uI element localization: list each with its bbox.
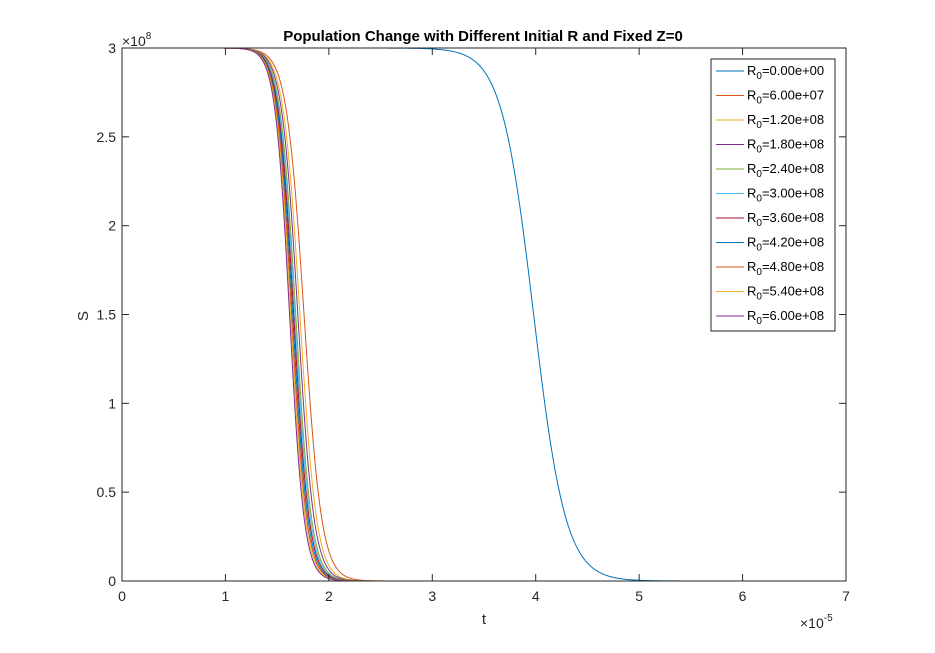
x-axis-exponent-power: -5 [824,613,833,624]
x-axis-exponent: ×10-5 [800,613,833,631]
x-tick-label: 2 [325,588,333,604]
legend-entry-subscript: 0 [756,194,762,205]
legend-entry-subscript: 0 [756,145,762,156]
y-axis-exponent-power: 8 [146,31,152,42]
legend-entry-name: R [747,186,756,201]
x-tick-label: 1 [222,588,230,604]
legend-entry-value: =4.80e+08 [762,259,824,274]
legend-entry-subscript: 0 [756,96,762,107]
x-tick-label: 3 [428,588,436,604]
x-axis-label: t [482,611,487,628]
legend-entry-name: R [747,112,756,127]
x-tick-label: 6 [739,588,747,604]
legend-entry-name: R [747,284,756,299]
legend-entry-subscript: 0 [756,267,762,278]
legend-entry-value: =4.20e+08 [762,235,824,250]
legend-entry-value: =3.60e+08 [762,210,824,225]
legend-entry-subscript: 0 [756,120,762,131]
legend-entry-name: R [747,63,756,78]
legend-entry: R0=3.60e+08 [747,210,824,229]
x-tick-label: 4 [532,588,540,604]
x-tick-label: 0 [118,588,126,604]
legend-entry: R0=4.80e+08 [747,259,824,278]
legend-entry-name: R [747,259,756,274]
legend-entry-name: R [747,88,756,103]
y-tick-label: 3 [108,40,116,56]
legend-entry-subscript: 0 [756,316,762,327]
legend-entry-name: R [747,161,756,176]
legend-entry-value: =3.00e+08 [762,186,824,201]
y-tick-label: 0 [108,573,116,589]
legend-entry-subscript: 0 [756,292,762,303]
x-axis-ticks: 0 1 2 3 4 5 6 7 [118,48,850,604]
y-axis-exponent-base: ×10 [122,33,146,49]
legend-entry-name: R [747,308,756,323]
legend-entry-value: =0.00e+00 [762,63,824,78]
y-tick-label: 1 [108,395,116,411]
legend-entry-name: R [747,137,756,152]
legend-entry: R0=6.00e+07 [747,88,824,107]
y-axis-label: S [75,311,92,321]
y-tick-label: 2 [108,218,116,234]
x-axis-exponent-base: ×10 [800,615,824,631]
legend-entry-value: =1.20e+08 [762,112,824,127]
legend-entry: R0=1.20e+08 [747,112,824,131]
legend-entry: R0=6.00e+08 [747,308,824,327]
y-tick-label: 0.5 [97,484,117,500]
legend-entry-subscript: 0 [756,71,762,82]
legend-entry-subscript: 0 [756,243,762,254]
legend: R0=0.00e+00R0=6.00e+07R0=1.20e+08R0=1.80… [710,58,836,332]
legend-entry-value: =6.00e+08 [762,308,824,323]
legend-entry: R0=1.80e+08 [747,137,824,156]
series-line [122,48,846,581]
legend-entry: R0=0.00e+00 [747,63,824,82]
x-tick-label: 7 [842,588,850,604]
legend-entry: R0=5.40e+08 [747,284,824,303]
legend-box [710,58,836,332]
y-tick-label: 2.5 [97,129,117,145]
x-tick-label: 5 [635,588,643,604]
y-axis-ticks: 0 0.5 1 1.5 2 2.5 3 [97,40,846,589]
legend-entry: R0=4.20e+08 [747,235,824,254]
legend-entry-value: =1.80e+08 [762,137,824,152]
chart-title: Population Change with Different Initial… [283,28,683,45]
series-line [122,48,846,581]
legend-entry-value: =5.40e+08 [762,284,824,299]
legend-entry-subscript: 0 [756,218,762,229]
legend-entry: R0=3.00e+08 [747,186,824,205]
legend-entry-name: R [747,235,756,250]
legend-entry: R0=2.40e+08 [747,161,824,180]
legend-entry-value: =2.40e+08 [762,161,824,176]
y-tick-label: 1.5 [97,307,117,323]
legend-entry-subscript: 0 [756,169,762,180]
y-axis-exponent: ×108 [122,31,152,49]
legend-entry-name: R [747,210,756,225]
legend-entry-value: =6.00e+07 [762,88,824,103]
